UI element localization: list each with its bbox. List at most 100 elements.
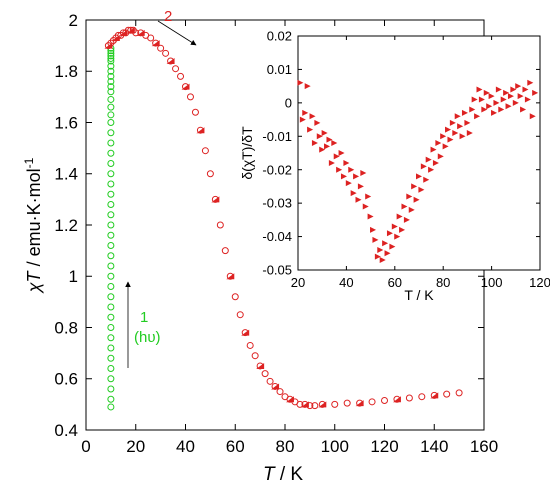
inset-data-point	[314, 119, 321, 126]
main-y-axis-symbol: χT	[24, 269, 44, 294]
inset-data-point	[370, 226, 377, 233]
main-series-2-data-point-filled	[355, 400, 364, 407]
main-series-2-data-point-filled	[104, 42, 113, 49]
inset-data-point	[420, 163, 427, 170]
main-series-1-data-point	[107, 303, 115, 311]
inset-data-point	[372, 236, 379, 243]
inset-data-point	[360, 170, 367, 177]
inset-y-axis-label: δ(χT)/δT	[239, 126, 255, 180]
inset-data-point	[299, 116, 306, 123]
inset-data-point	[474, 113, 481, 120]
inset-data-point	[495, 86, 502, 93]
inset-data-point	[348, 166, 355, 173]
main-series-2-data-point	[246, 341, 254, 349]
inset-data-point	[461, 109, 468, 116]
main-series-1-data-point	[107, 313, 115, 321]
inset-data-point	[435, 139, 442, 146]
main-series-2-data-point	[251, 352, 259, 360]
inset-data-point	[503, 89, 510, 96]
main-series-2-data-point	[231, 293, 239, 301]
inset-plot-frame	[297, 35, 541, 271]
main-series-2-data-point-filled	[196, 127, 205, 134]
annotation-step-1: 1	[140, 309, 148, 326]
main-series-1-data-point	[107, 385, 115, 393]
inset-data-point	[377, 246, 384, 253]
main-series-2-data-point	[418, 393, 426, 401]
inset-data-point	[386, 230, 393, 237]
main-y-axis-unit-superscript: -1	[22, 157, 36, 168]
main-series-1-data-point	[107, 49, 115, 57]
inset-data-point	[384, 250, 391, 257]
main-series-2-data-point	[221, 247, 229, 255]
inset-data-point	[452, 129, 459, 136]
inset-data-point	[304, 83, 311, 90]
inset-data-point	[459, 133, 466, 140]
inset-data-point	[512, 99, 519, 106]
main-series-1-data-point	[107, 72, 115, 80]
inset-data-point	[362, 203, 369, 210]
inset-data-point	[411, 183, 418, 190]
inset-data-point	[442, 143, 449, 150]
main-series-1-data-point	[107, 231, 115, 239]
inset-data-point	[500, 96, 507, 103]
inset-data-point	[449, 119, 456, 126]
inset-data-point	[324, 143, 331, 150]
inset-data-point	[445, 126, 452, 133]
main-series-2-data-point-filled	[211, 196, 220, 203]
main-series-2-data-point-filled	[166, 58, 175, 64]
main-series-1-data-point	[107, 272, 115, 280]
main-series-2-data-point-filled	[241, 329, 250, 336]
main-series-2-data-point	[455, 389, 463, 397]
main-series-2-data-point	[172, 65, 180, 73]
inset-data-point	[343, 160, 350, 167]
main-series-2-data-point	[216, 221, 224, 229]
main-series-2-data-point-filled	[430, 392, 439, 399]
main-series-1-data-point	[107, 324, 115, 331]
inset-data-point	[408, 206, 415, 213]
inset-data-point	[486, 103, 493, 110]
inset-data-point	[302, 109, 309, 116]
inset-data-point	[311, 139, 318, 146]
main-y-tick-label: 0.6	[54, 370, 78, 389]
main-series-1-data-point	[107, 344, 115, 352]
inset-y-tick-label: 0	[285, 95, 292, 110]
main-series-2-data-point	[186, 93, 194, 101]
main-series-1-data-point	[107, 103, 115, 111]
main-y-tick-label: 1.4	[54, 165, 78, 184]
inset-data-point	[507, 93, 514, 100]
main-y-tick-label: 1	[69, 267, 78, 286]
main-series-2-data-point	[206, 170, 214, 178]
inset-data-point	[505, 103, 512, 110]
main-series-1-data-point	[107, 190, 115, 198]
main-y-tick-label: 0.8	[54, 318, 78, 337]
main-x-tick-label: 120	[370, 437, 398, 456]
main-series-1-data-point	[107, 160, 115, 167]
inset-y-tick-label: -0.01	[262, 129, 292, 144]
inset-data-point	[336, 166, 343, 173]
main-series-2-data-point-filled	[181, 83, 190, 90]
main-series-1-data-point	[107, 119, 115, 126]
main-series-2-data-point	[132, 29, 140, 37]
inset-data-point	[338, 150, 345, 156]
inset-data-point	[423, 176, 430, 183]
inset-x-tick-label: 20	[291, 275, 305, 290]
inset-data-point	[517, 93, 524, 100]
inset-data-point	[440, 133, 447, 140]
main-y-tick-label: 1.6	[54, 113, 78, 132]
inset-data-point	[522, 86, 529, 93]
main-y-tick-label: 0.4	[54, 421, 78, 440]
main-series-1-data-point	[107, 57, 115, 65]
inset-data-point	[399, 226, 406, 233]
inset-data-point	[476, 86, 483, 93]
main-series-2-data-point	[276, 388, 284, 396]
main-series-2-data-point	[381, 397, 388, 405]
inset-data-points	[297, 79, 539, 263]
main-series-1-data-point	[107, 78, 115, 85]
main-series-2-data-point-filled	[392, 396, 401, 403]
main-x-tick-label: 80	[276, 437, 295, 456]
inset-data-point	[316, 133, 323, 140]
main-series-1-data-point	[107, 375, 115, 383]
inset-x-axis-label: T / K	[404, 287, 434, 303]
inset-data-point	[478, 96, 485, 103]
main-series-1-data-point	[107, 403, 115, 411]
